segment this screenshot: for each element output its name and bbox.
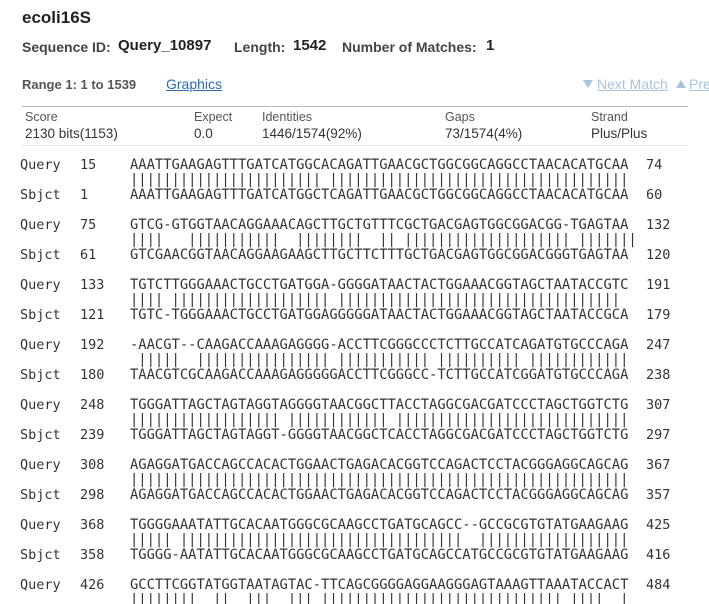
score-value: 73/1574(4%) xyxy=(445,126,523,141)
sequence: TGTCTTGGGAAACTGCCTGATGGA-GGGGATAACTACTGG… xyxy=(130,277,629,293)
row-label: Sbjct xyxy=(20,307,61,323)
row-label: Query xyxy=(20,217,61,233)
end-position: 74 xyxy=(646,157,663,173)
meta-value: Query_10897 xyxy=(118,37,212,54)
sequence: TGTC-TGGGAAACTGCCTGATGGAGGGGGATAACTACTGG… xyxy=(130,307,629,323)
match-line: |||| ||||||||||||||||||| |||||||||||||||… xyxy=(130,292,637,308)
start-position: 1 xyxy=(80,187,89,203)
match-line: ||||||||||||||||||||||||||||||||||||||||… xyxy=(130,472,629,488)
start-position: 358 xyxy=(80,547,105,563)
row-label: Sbjct xyxy=(20,547,61,563)
start-position: 75 xyxy=(80,217,97,233)
title: ecoli16S xyxy=(22,8,91,27)
score-header: Expect xyxy=(194,110,233,124)
score-value: 1446/1574(92%) xyxy=(262,126,362,141)
start-position: 426 xyxy=(80,577,105,593)
sequence: GTCGAACGGTAACAGGAAGAAGCTTGCTTCTTTGCTGACG… xyxy=(130,247,629,263)
end-position: 367 xyxy=(646,457,671,473)
sequence: TAACGTCGCAAGACCAAAGAGGGGGACCTTCGGGCC-TCT… xyxy=(130,367,629,383)
row-label: Sbjct xyxy=(20,487,61,503)
sequence: GCCTTCGGTATGGTAATAGTAC-TTCAGCGGGGAGGAAGG… xyxy=(130,577,629,593)
row-label: Query xyxy=(20,337,61,353)
match-line: ||||| |||||||||||||||| ||||||||||| |||||… xyxy=(130,352,629,368)
sequence: AAATTGAAGAGTTTGATCATGGCACAGATTGAACGCTGGC… xyxy=(130,157,629,173)
match-line: |||||||||||||||||| |||||||||||| ||||||||… xyxy=(130,412,629,428)
sequence: -AACGT--CAAGACCAAAGAGGGG-ACCTTCGGGCCCTCT… xyxy=(130,337,629,353)
start-position: 133 xyxy=(80,277,105,293)
meta-value: 1 xyxy=(486,37,495,54)
previous-icon xyxy=(676,80,686,88)
row-label: Sbjct xyxy=(20,247,61,263)
graphics-link[interactable]: Graphics xyxy=(166,76,223,92)
sequence: TGGGG-AATATTGCACAATGGGCGCAAGCCTGATGCAGCC… xyxy=(130,547,629,563)
end-position: 179 xyxy=(646,307,671,323)
end-position: 307 xyxy=(646,397,671,413)
sequence: AGAGGATGACCAGCCACACTGGAACTGAGACACGGTCCAG… xyxy=(130,487,629,503)
start-position: 308 xyxy=(80,457,105,473)
end-position: 60 xyxy=(646,187,663,203)
sequence: AGAGGATGACCAGCCACACTGGAACTGAGACACGGTCCAG… xyxy=(130,457,629,473)
score-value: 2130 bits(1153) xyxy=(25,126,118,141)
meta-value: 1542 xyxy=(293,37,327,54)
row-label: Query xyxy=(20,277,61,293)
divider xyxy=(22,145,688,146)
score-header: Score xyxy=(25,110,58,124)
end-position: 120 xyxy=(646,247,671,263)
score-header: Strand xyxy=(591,110,628,124)
match-line: ||||||||||||||||||||||| ||||||||||||||||… xyxy=(130,172,629,188)
row-label: Query xyxy=(20,157,61,173)
end-position: 191 xyxy=(646,277,671,293)
score-value: 0.0 xyxy=(194,126,213,141)
match-line: |||||||| || ||| ||| ||||||||||||||||||||… xyxy=(130,592,629,604)
end-position: 357 xyxy=(646,487,671,503)
meta-label: Sequence ID: xyxy=(22,39,111,55)
end-position: 425 xyxy=(646,517,671,533)
start-position: 121 xyxy=(80,307,105,323)
row-label: Query xyxy=(20,517,61,533)
row-label: Sbjct xyxy=(20,187,61,203)
row-label: Query xyxy=(20,457,61,473)
divider xyxy=(22,106,688,107)
row-label: Sbjct xyxy=(20,367,61,383)
row-label: Query xyxy=(20,397,61,413)
previous-match[interactable]: Previous Match xyxy=(689,76,709,92)
meta-label: Number of Matches: xyxy=(342,39,477,55)
sequence: TGGGATTAGCTAGTAGGT-GGGGTAACGGCTCACCTAGGC… xyxy=(130,427,629,443)
end-position: 484 xyxy=(646,577,671,593)
start-position: 248 xyxy=(80,397,105,413)
next-icon xyxy=(583,80,593,88)
start-position: 61 xyxy=(80,247,97,263)
next-match[interactable]: Next Match xyxy=(597,76,668,92)
start-position: 298 xyxy=(80,487,105,503)
end-position: 297 xyxy=(646,427,671,443)
start-position: 15 xyxy=(80,157,97,173)
end-position: 238 xyxy=(646,367,671,383)
sequence: TGGGGAAATATTGCACAATGGGCGCAAGCCTGATGCAGCC… xyxy=(130,517,629,533)
row-label: Sbjct xyxy=(20,427,61,443)
score-value: Plus/Plus xyxy=(591,126,648,141)
score-header: Gaps xyxy=(445,110,475,124)
range: Range 1: 1 to 1539 xyxy=(22,77,137,92)
end-position: 247 xyxy=(646,337,671,353)
end-position: 416 xyxy=(646,547,671,563)
match-line: ||||| ||||||||||||||||||||||||||||||||||… xyxy=(130,532,629,548)
match-line: |||| ||||||||||| |||||||| || |||||||||||… xyxy=(130,232,637,248)
end-position: 132 xyxy=(646,217,671,233)
start-position: 368 xyxy=(80,517,105,533)
sequence: AAATTGAAGAGTTTGATCATGGCTCAGATTGAACGCTGGC… xyxy=(130,187,629,203)
score-header: Identities xyxy=(262,110,313,124)
start-position: 192 xyxy=(80,337,105,353)
start-position: 239 xyxy=(80,427,105,443)
meta-label: Length: xyxy=(234,39,286,55)
start-position: 180 xyxy=(80,367,105,383)
sequence: GTCG-GTGGTAACAGGAAACAGCTTGCTGTTTCGCTGACG… xyxy=(130,217,629,233)
row-label: Query xyxy=(20,577,61,593)
sequence: TGGGATTAGCTAGTAGGTAGGGGTAACGGCTTACCTAGGC… xyxy=(130,397,629,413)
